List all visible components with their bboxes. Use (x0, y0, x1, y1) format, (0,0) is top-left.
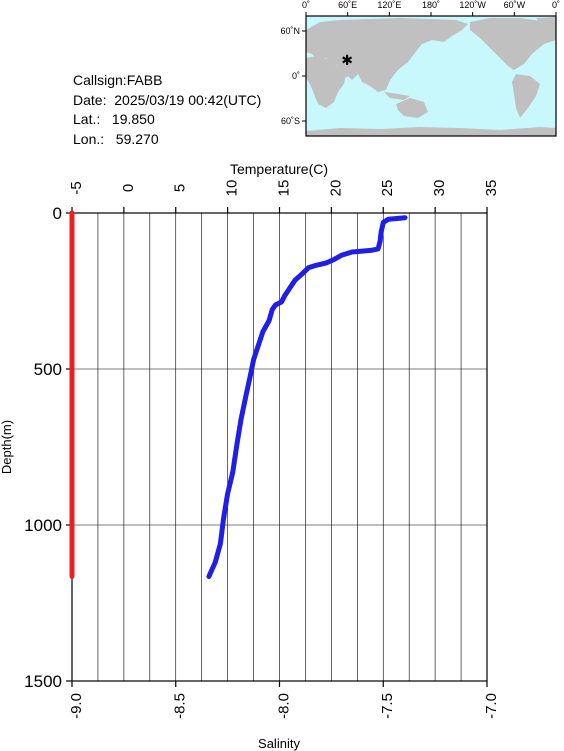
map-lon-tick-label: 180˚ (422, 0, 440, 10)
series-group (69, 210, 408, 579)
arabia-land (336, 64, 350, 78)
map-lat-tick-label: 60˚N (280, 26, 300, 36)
station-marker-icon: ✱ (341, 52, 353, 68)
depth-axis-label: Depth(m) (0, 420, 14, 474)
greenland-land (536, 17, 556, 32)
temperature-tick-label: 20 (327, 180, 344, 197)
temperature-tick-label: 0 (120, 184, 137, 192)
profile-chart: -5 0 5 10 15 20 25 30 35 -9.0 -8.5 -8.0 -7.5 -7.0 0 500… (0, 161, 500, 751)
map-lat-tick-label: 60˚S (281, 116, 300, 126)
depth-tick-label: 1000 (24, 516, 62, 535)
salinity-tick-label: -7.0 (483, 693, 500, 719)
lon-label: Lon.: 59.270 (73, 130, 159, 147)
temperature-tick-label: 30 (431, 180, 448, 197)
temperature-tick-label: 25 (379, 180, 396, 197)
axis-ticks: -5 0 5 10 15 20 25 30 35 -9.0 -8.5 -8.0 -7.5 -7.0 0 500… (24, 180, 500, 719)
temperature-tick-label: 5 (172, 184, 189, 192)
map-lon-tick-label: 0˚ (302, 0, 310, 10)
africa-land (306, 56, 346, 108)
lat-label: Lat.: 19.850 (73, 111, 155, 127)
station-info: Callsign:FABB Date: 2025/03/19 00:42(UTC… (73, 71, 261, 149)
depth-tick-label: 500 (34, 360, 62, 379)
australia-land (396, 98, 428, 118)
temperature-tick-label: 15 (275, 180, 292, 197)
map-lon-tick-label: 0˚ (552, 0, 560, 10)
antarctica-land (306, 127, 556, 136)
temperature-series-line (206, 215, 408, 579)
temperature-tick-label: 10 (224, 180, 241, 197)
salinity-tick-label: -8.5 (172, 693, 189, 719)
map-ticks: 0˚ 60˚E 120˚E 180˚ 120˚W 60˚W 0˚ 60˚N 0˚ 60˚S (280, 0, 560, 126)
salinity-tick-label: -9.0 (68, 693, 85, 719)
salinity-tick-label: -8.0 (275, 693, 292, 719)
map-lon-tick-label: 60˚W (504, 0, 526, 10)
map-lon-tick-label: 120˚W (459, 0, 486, 10)
callsign-label: Callsign:FABB (73, 72, 163, 88)
map-lat-tick-label: 0˚ (292, 71, 300, 81)
map-lon-tick-label: 120˚E (377, 0, 401, 10)
salinity-axis-label: Salinity (258, 736, 300, 751)
temperature-tick-label: -5 (68, 181, 85, 194)
north-america-land (470, 18, 556, 70)
depth-tick-label: 0 (53, 204, 62, 223)
land-masses (306, 17, 556, 136)
south-america-land (512, 74, 540, 118)
temperature-tick-label: 35 (483, 180, 500, 197)
salinity-tick-label: -7.5 (379, 693, 396, 719)
map-lon-tick-label: 60˚E (338, 0, 357, 10)
temperature-axis-label: Temperature(C) (230, 161, 328, 177)
world-map: 0˚ 60˚E 120˚E 180˚ 120˚W 60˚W 0˚ 60˚N 0˚ 60˚S ✱ (280, 0, 560, 137)
indonesia-land (384, 92, 410, 100)
depth-tick-label: 1500 (24, 672, 62, 691)
date-label: Date: 2025/03/19 00:42(UTC) (73, 91, 262, 108)
chart-grid (72, 213, 487, 681)
